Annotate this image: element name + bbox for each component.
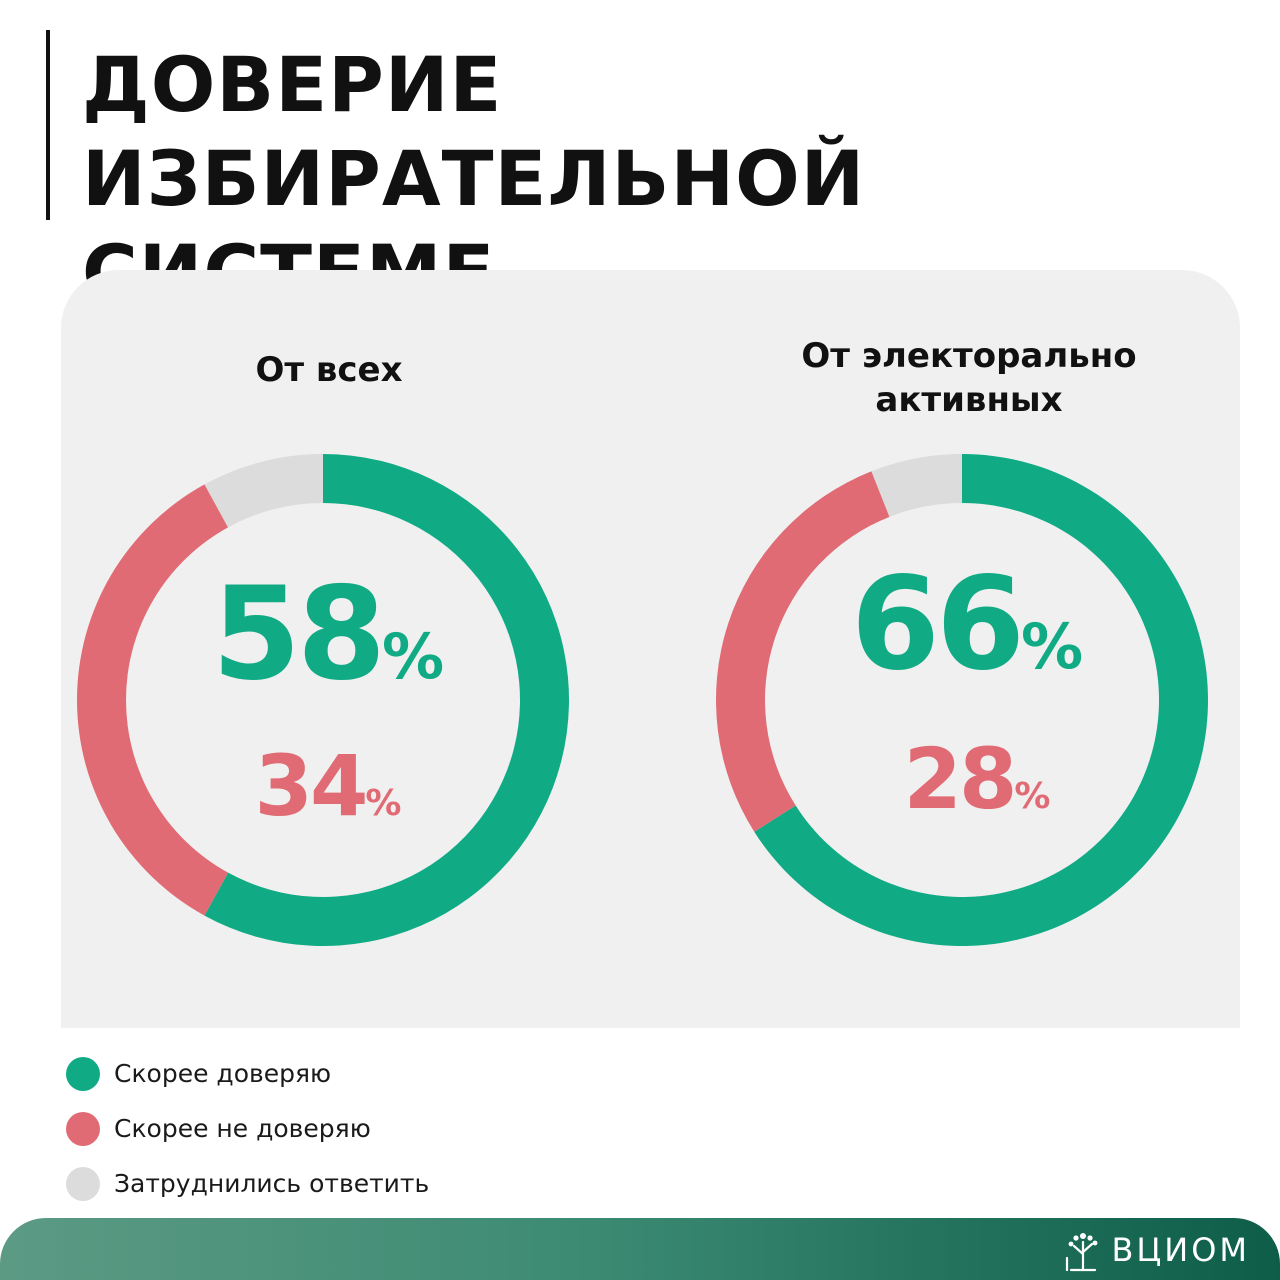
- chart-2-trust-unit: %: [1021, 610, 1084, 683]
- legend-dot-undecided: [66, 1166, 100, 1201]
- chart-title-active: От электорально активных: [769, 334, 1169, 422]
- chart-1-distrust-label: 34%: [203, 737, 453, 835]
- chart-2-trust-value: 66: [850, 550, 1025, 699]
- legend: Скорее доверяю Скорее не доверяю Затрудн…: [66, 1046, 429, 1211]
- chart-title-active-line-2: активных: [875, 380, 1063, 420]
- chart-title-all: От всех: [255, 350, 403, 390]
- chart-1-trust-label: 58%: [163, 560, 493, 709]
- chart-2-slice-distrust: [716, 471, 890, 832]
- tree-icon: [1066, 1233, 1098, 1272]
- chart-title-active-line-1: От электорально: [801, 336, 1137, 376]
- chart-2-distrust-value: 28: [903, 730, 1018, 828]
- vciom-logo: ВЦИОМ: [1061, 1228, 1250, 1272]
- page-title-line-1: ДОВЕРИЕ ИЗБИРАТЕЛЬНОЙ: [82, 40, 866, 223]
- logo-text: ВЦИОМ: [1111, 1231, 1250, 1269]
- legend-dot-distrust: [66, 1111, 100, 1146]
- legend-item-distrust: Скорее не доверяю: [66, 1101, 429, 1156]
- chart-2-distrust-label: 28%: [852, 730, 1102, 828]
- chart-1-slice-undecided: [204, 454, 323, 528]
- footer-bar: ВЦИОМ: [0, 1218, 1280, 1280]
- chart-1-trust-value: 58: [211, 560, 386, 709]
- legend-label-distrust: Скорее не доверяю: [114, 1114, 371, 1143]
- legend-label-trust: Скорее доверяю: [114, 1059, 332, 1088]
- chart-2-trust-label: 66%: [802, 550, 1132, 699]
- page-title: ДОВЕРИЕ ИЗБИРАТЕЛЬНОЙ СИСТЕМЕ: [82, 38, 1252, 320]
- legend-dot-trust: [66, 1056, 100, 1091]
- chart-2-distrust-unit: %: [1014, 776, 1051, 817]
- chart-1-slice-trust: [204, 454, 569, 946]
- chart-1-distrust-value: 34: [254, 737, 369, 835]
- title-accent-bar: [46, 30, 50, 220]
- chart-1-slice-distrust: [76, 484, 229, 916]
- chart-2-slice-undecided: [871, 454, 962, 517]
- legend-item-trust: Скорее доверяю: [66, 1046, 429, 1101]
- legend-label-undecided: Затруднились ответить: [114, 1169, 430, 1198]
- chart-1-distrust-unit: %: [365, 783, 402, 824]
- chart-1-trust-unit: %: [382, 620, 445, 693]
- legend-item-undecided: Затруднились ответить: [66, 1156, 429, 1211]
